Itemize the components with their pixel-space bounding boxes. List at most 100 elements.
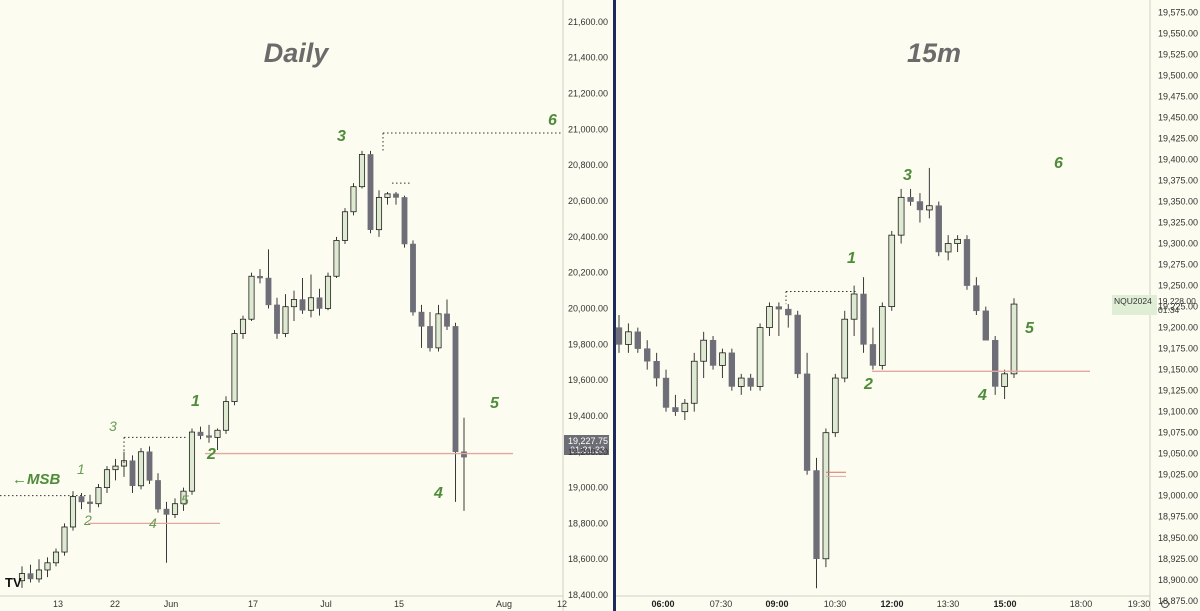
daily-candle-body (350, 186, 357, 213)
pane-divider[interactable] (613, 0, 616, 611)
daily-candle-body (231, 333, 238, 403)
intraday-symbol-label: NQU2024 (1114, 296, 1152, 306)
daily-candle-body (69, 496, 77, 528)
daily-candle (155, 473, 161, 513)
intraday-candle (709, 336, 717, 370)
daily-candle (137, 448, 145, 490)
daily-y-tick-label: 20,800.00 (568, 160, 608, 170)
intraday-candle (700, 331, 707, 379)
intraday-x-tick-label: 10:30 (824, 599, 847, 609)
daily-candle (384, 192, 391, 205)
daily-candle-body (316, 297, 323, 309)
daily-candle (214, 428, 221, 450)
daily-candle-body (87, 501, 93, 504)
daily-candle-body (95, 487, 102, 505)
intraday-candle (954, 235, 961, 252)
daily-candle-body (282, 306, 289, 334)
daily-candle-body (418, 311, 425, 327)
intraday-candle (850, 285, 858, 337)
intraday-countdown: 01:34 (1158, 305, 1180, 315)
intraday-y-tick-label: 19,475.00 (1158, 91, 1198, 101)
settings-icon[interactable] (1161, 600, 1169, 608)
intraday-x-tick-label: 15:00 (993, 599, 1016, 609)
intraday-candle-body (813, 470, 820, 560)
intraday-y-tick-label: 19,575.00 (1158, 7, 1198, 17)
daily-y-tick-label: 18,800.00 (568, 518, 608, 528)
intraday-y-tick-label: 19,125.00 (1158, 386, 1198, 396)
intraday-y-tick-label: 19,550.00 (1158, 28, 1198, 38)
daily-candle-body (384, 193, 391, 198)
daily-y-tick-label: 20,600.00 (568, 196, 608, 206)
daily-wave-2-label: 2 (206, 446, 216, 463)
daily-wave-5-label: 5 (490, 395, 500, 412)
daily-wave-4-label: 4 (433, 485, 443, 502)
daily-x-tick-label: Jul (320, 599, 332, 609)
intraday-candle (653, 352, 660, 387)
intraday-candle (803, 352, 811, 475)
daily-y-tick-label: 21,600.00 (568, 17, 608, 27)
intraday-candle-body (869, 344, 877, 366)
daily-candle (274, 297, 280, 339)
intraday-candle-body (897, 196, 905, 236)
daily-chart-pane[interactable] (0, 132, 562, 588)
intraday-candle (728, 348, 736, 391)
daily-candle (112, 458, 119, 481)
intraday-candle-body (775, 306, 783, 310)
daily-candle-body (274, 304, 280, 334)
daily-candle-body (137, 451, 145, 487)
daily-candle (307, 274, 315, 318)
daily-candle-body (375, 197, 383, 231)
intraday-candle (831, 373, 839, 437)
intraday-candle (813, 457, 820, 589)
daily-wave-1-label: 1 (191, 393, 200, 410)
intraday-candle-body (747, 377, 754, 387)
intraday-y-tick-label: 19,000.00 (1158, 491, 1198, 501)
daily-candle-body (27, 573, 34, 580)
daily-x-tick-label: Aug (496, 599, 512, 609)
daily-candle (44, 557, 51, 578)
intraday-candle-body (963, 239, 971, 286)
intraday-candle-body (973, 285, 980, 312)
intraday-y-tick-label: 18,975.00 (1158, 512, 1198, 522)
daily-candle-body (401, 197, 408, 245)
daily-candle (18, 566, 26, 588)
daily-y-tick-label: 21,000.00 (568, 124, 608, 134)
intraday-candle (897, 188, 905, 244)
intraday-candle-body (672, 407, 679, 412)
daily-last-price-value: 19,227.75 (568, 436, 608, 446)
daily-candle (358, 150, 366, 189)
intraday-candle-body (879, 306, 886, 366)
daily-candle (418, 304, 425, 348)
daily-candle-body (146, 451, 153, 481)
daily-candle (401, 195, 408, 248)
fifteen-minute-chart-pane[interactable] (615, 167, 1090, 589)
intraday-candle-body (803, 373, 811, 471)
intraday-y-tick-label: 19,525.00 (1158, 49, 1198, 59)
msb-label: ←MSB (12, 471, 61, 488)
intraday-candle-body (992, 339, 999, 387)
daily-candle-body (103, 469, 111, 488)
intraday-y-tick-label: 19,275.00 (1158, 260, 1198, 270)
daily-candle (188, 428, 196, 495)
daily-minor-wave-5-label: 5 (181, 492, 189, 508)
daily-candle (341, 208, 349, 244)
intraday-candle (766, 302, 773, 337)
intraday-y-tick-label: 19,400.00 (1158, 155, 1198, 165)
daily-y-tick-label: 18,600.00 (568, 554, 608, 564)
intraday-x-tick-label: 06:00 (651, 599, 674, 609)
intraday-last-price-badge (1112, 295, 1157, 315)
intraday-candle-body (860, 293, 867, 345)
daily-candle-body (290, 299, 298, 308)
intraday-candle-body (756, 327, 764, 387)
intraday-y-tick-label: 19,150.00 (1158, 365, 1198, 375)
intraday-candle (644, 340, 651, 370)
intraday-candle-body (737, 377, 745, 387)
intraday-candle (785, 304, 792, 328)
intraday-candle (860, 277, 867, 353)
daily-minor-wave-1-label: 1 (77, 461, 85, 477)
daily-candle (324, 272, 332, 311)
daily-candle-body (206, 435, 212, 438)
daily-candle (129, 455, 136, 493)
intraday-candle-body (653, 360, 660, 379)
intraday-candle-body (907, 197, 914, 202)
